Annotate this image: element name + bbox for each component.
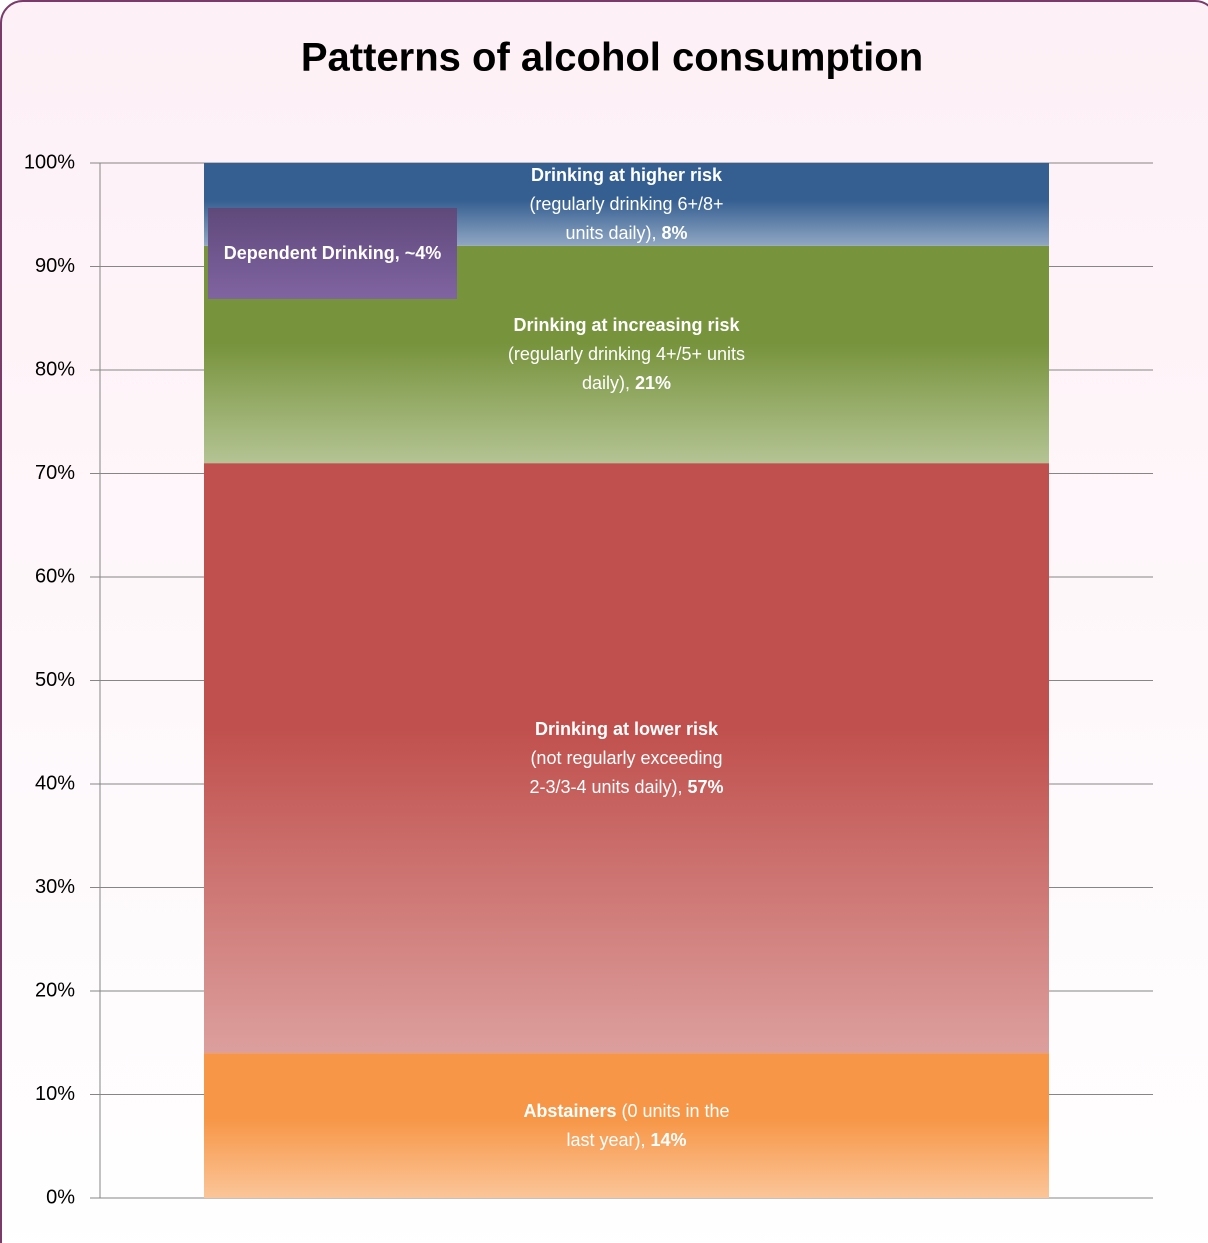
bars [204, 163, 1049, 1198]
segment-name: Drinking at lower risk [534, 718, 719, 739]
segment-label-box: Drinking at higher risk (regularly drink… [204, 163, 1049, 246]
y-tick-label: 90% [35, 255, 75, 277]
value-label: 8% [661, 222, 688, 243]
segment-description: (0 units in the last year), [566, 1100, 730, 1150]
y-tick-label: 40% [35, 772, 75, 794]
segment-label-wrap: Abstainers (0 units in the last year), 1… [204, 1053, 1049, 1198]
segment-label-wrap: Drinking at increasing risk (regularly d… [204, 246, 1049, 463]
segment-name: Drinking at increasing risk [513, 314, 740, 335]
y-tick-label: 60% [35, 565, 75, 587]
segment-description: (regularly drinking 4+/5+ units daily), [507, 343, 746, 393]
y-tick-label: 80% [35, 358, 75, 380]
segment-description: (not regularly exceeding 2-3/3-4 units d… [529, 747, 723, 797]
segment-label-box: Abstainers (0 units in the last year), 1… [204, 1053, 1049, 1198]
chart-title: Patterns of alcohol consumption [301, 36, 923, 80]
segment-label: Drinking at increasing risk (regularly d… [507, 311, 747, 398]
segment-label-wrap: Drinking at lower risk (not regularly ex… [204, 463, 1049, 1053]
value-label: 21% [635, 372, 672, 393]
y-tick-label: 30% [35, 876, 75, 898]
y-tick-label: 100% [24, 151, 75, 173]
y-tick-label: 50% [35, 669, 75, 691]
bar-segment [204, 463, 1049, 1054]
segment-description: (regularly drinking 6+/8+ units daily), [529, 193, 724, 243]
value-label: 14% [650, 1129, 687, 1150]
bar-segment [204, 1053, 1049, 1198]
value-label: 57% [687, 776, 724, 797]
segment-label: Drinking at lower risk (not regularly ex… [527, 715, 727, 802]
labels: Abstainers (0 units in the last year), 1… [204, 163, 1049, 1198]
segment-name: Drinking at higher risk [530, 164, 723, 185]
annotation-box-text: Dependent Drinking, ~4% [208, 208, 457, 299]
annotation-wrap: Dependent Drinking, ~4% [208, 208, 457, 299]
segment-label: Drinking at higher risk (regularly drink… [517, 163, 737, 246]
segment-name: Abstainers [523, 1100, 617, 1121]
y-tick-label: 70% [35, 462, 75, 484]
y-tick-label: 20% [35, 979, 75, 1001]
segment-label-wrap: Drinking at higher risk (regularly drink… [204, 163, 1049, 246]
segment-label-box: Drinking at lower risk (not regularly ex… [204, 463, 1049, 1053]
y-tick-label: 10% [35, 1083, 75, 1105]
segment-label: Abstainers (0 units in the last year), 1… [517, 1097, 737, 1155]
segment-label-box: Drinking at increasing risk (regularly d… [204, 246, 1049, 463]
annotation-box [208, 208, 457, 299]
annotation: Dependent Drinking, ~4% [223, 243, 442, 263]
y-tick-label: 0% [46, 1186, 75, 1208]
